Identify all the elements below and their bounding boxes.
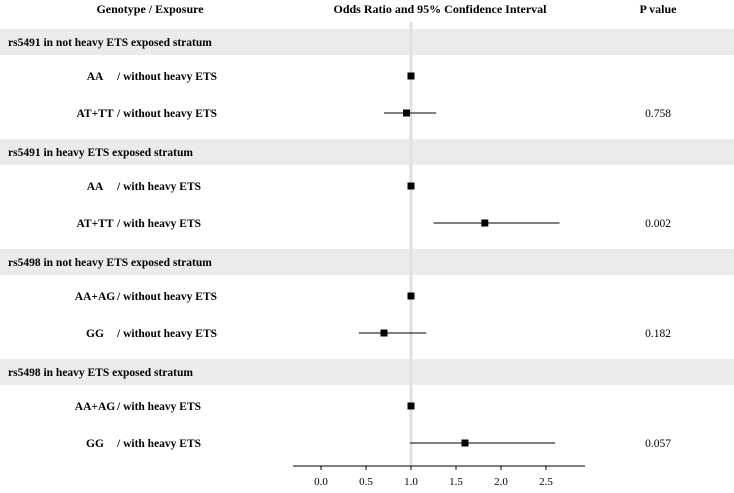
- plot-marks: [358, 72, 560, 447]
- p-value: 0.057: [645, 438, 671, 450]
- exposure-label: / with heavy ETS: [116, 181, 201, 193]
- odds-ratio-point: [481, 219, 489, 227]
- odds-ratio-point: [403, 109, 410, 117]
- genotype-label: GG: [86, 438, 104, 450]
- stratum-title: rs5491 in not heavy ETS exposed stratum: [8, 37, 212, 49]
- tick-label: 0.5: [359, 476, 373, 488]
- pvalue-header: P value: [639, 2, 677, 16]
- tick-label: 1.5: [449, 476, 463, 488]
- genotype-label: AA: [87, 181, 104, 193]
- genotype-label: AA+AG: [75, 291, 115, 303]
- exposure-label: / without heavy ETS: [116, 328, 217, 340]
- odds-ratio-point: [407, 402, 415, 410]
- genotype-label: AA: [87, 71, 104, 83]
- p-value: 0.002: [645, 218, 671, 230]
- tick-label: 0.0: [314, 476, 328, 488]
- exposure-label: / without heavy ETS: [116, 71, 217, 83]
- odds-ratio-point: [407, 72, 415, 80]
- stratum-band: [0, 249, 734, 275]
- genotype-header: Genotype / Exposure: [96, 2, 204, 16]
- exposure-label: / without heavy ETS: [116, 291, 217, 303]
- stratum-band: [0, 139, 734, 165]
- stratum-band: [0, 29, 734, 55]
- stratum-title: rs5498 in heavy ETS exposed stratum: [8, 367, 193, 379]
- ci-header: Odds Ratio and 95% Confidence Interval: [333, 2, 547, 16]
- tick-label: 2.5: [539, 476, 553, 488]
- exposure-label: / without heavy ETS: [116, 108, 217, 120]
- stratum-band: [0, 359, 734, 385]
- p-value: 0.758: [645, 108, 671, 120]
- genotype-label: GG: [86, 328, 104, 340]
- odds-ratio-point: [461, 439, 469, 447]
- p-value: 0.182: [645, 328, 671, 340]
- exposure-label: / with heavy ETS: [116, 438, 201, 450]
- stratum-title: rs5491 in heavy ETS exposed stratum: [8, 147, 193, 159]
- stratum-bands: [0, 29, 734, 385]
- tick-label: 2.0: [494, 476, 508, 488]
- exposure-label: / with heavy ETS: [116, 218, 201, 230]
- genotype-label: AT+TT: [76, 218, 113, 230]
- tick-label: 1.0: [404, 476, 418, 488]
- odds-ratio-point: [407, 292, 415, 300]
- odds-ratio-point: [380, 329, 388, 337]
- x-axis: 0.0 0.5 1.0 1.5 2.0 2.5: [293, 465, 585, 488]
- genotype-label: AA+AG: [75, 401, 115, 413]
- genotype-label: AT+TT: [76, 108, 113, 120]
- exposure-label: / with heavy ETS: [116, 401, 201, 413]
- stratum-title: rs5498 in not heavy ETS exposed stratum: [8, 257, 212, 269]
- odds-ratio-point: [407, 182, 415, 190]
